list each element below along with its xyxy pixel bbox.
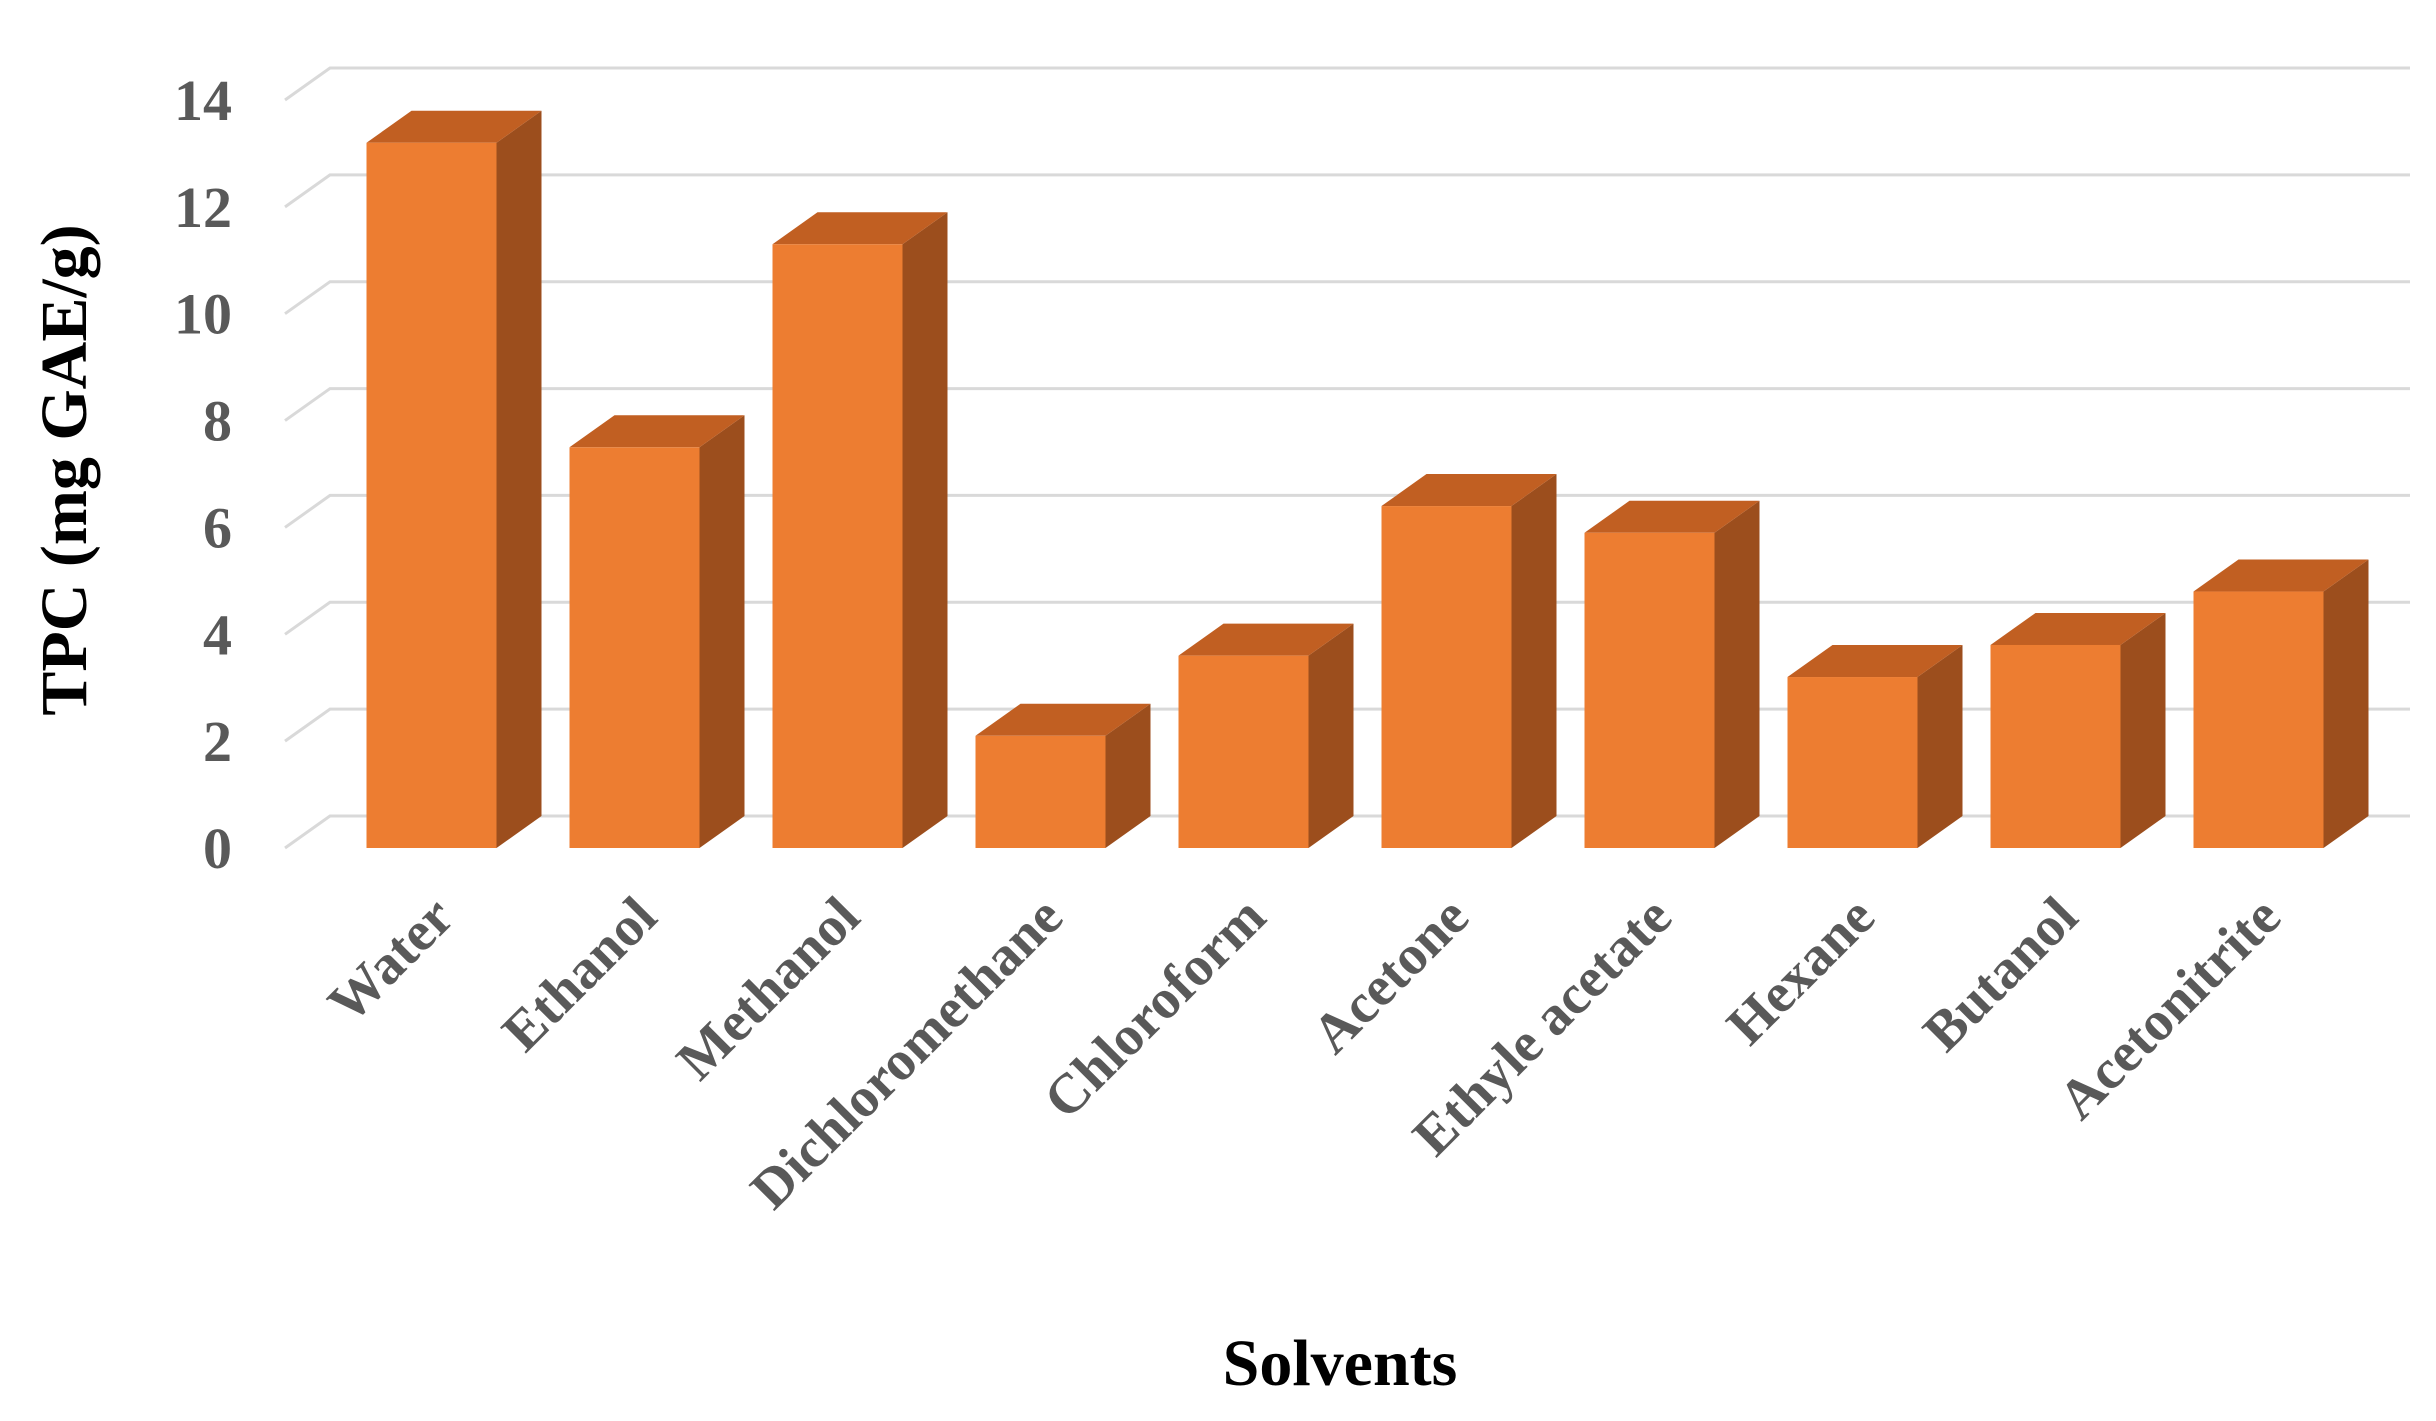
y-tick-label: 14 <box>174 68 232 133</box>
bar <box>772 212 948 848</box>
x-axis-title: Solvents <box>1223 1327 1458 1400</box>
bar <box>1584 500 1760 848</box>
bar-side <box>699 415 745 848</box>
bar-top <box>366 110 542 143</box>
bar <box>2193 559 2369 848</box>
bar-front <box>772 244 903 848</box>
y-tick-label: 0 <box>203 816 232 881</box>
bar <box>366 110 542 848</box>
bar-side <box>1714 500 1760 848</box>
bar-top <box>2193 559 2369 592</box>
bar-top <box>1178 623 1354 656</box>
x-tick-label: Methanol <box>665 885 872 1092</box>
gridline <box>284 493 2410 529</box>
bar-side <box>902 212 948 848</box>
bar-side <box>1511 474 1557 848</box>
y-tick-label: 12 <box>174 175 232 240</box>
x-axis-tick-labels: Water EthanolMethanolDichloromethaneChlor… <box>316 885 2292 1221</box>
y-tick-label: 2 <box>203 709 232 774</box>
bar <box>1178 623 1354 848</box>
y-tick-label: 4 <box>203 602 232 667</box>
bar-side <box>496 110 542 848</box>
x-tick-label: Acetonitrite <box>2047 885 2293 1131</box>
bar-side <box>1917 645 1963 848</box>
x-tick-label: Butanol <box>1912 885 2090 1063</box>
bar-top <box>1787 645 1963 678</box>
gridline <box>284 66 2410 102</box>
bar-front <box>1381 506 1512 848</box>
y-tick-label: 8 <box>203 389 232 454</box>
bar-side <box>1308 623 1354 848</box>
bar-side <box>2120 612 2166 848</box>
bar-front <box>1584 532 1715 848</box>
bar <box>569 415 745 848</box>
y-tick-label: 10 <box>174 282 232 347</box>
bar-top <box>772 212 948 245</box>
bars <box>366 110 2369 848</box>
x-tick-label: Hexane <box>1715 885 1886 1056</box>
bar-side <box>2323 559 2369 848</box>
bar-front <box>1178 655 1309 848</box>
bar-front <box>1990 644 2121 848</box>
bar-side <box>1105 703 1151 848</box>
x-tick-label: Water <box>316 885 465 1034</box>
bar-front <box>1787 677 1918 848</box>
bar-top <box>1990 612 2166 645</box>
x-tick-label: Acetone <box>1301 885 1481 1065</box>
bar-top <box>975 703 1151 736</box>
bar <box>1381 474 1557 848</box>
gridline <box>284 280 2410 315</box>
bar <box>1990 612 2166 848</box>
x-tick-label: Ethanol <box>491 885 669 1063</box>
x-tick-label: Chloroform <box>1032 885 1277 1130</box>
bar <box>975 703 1151 848</box>
bar-front <box>366 142 497 848</box>
y-tick-label: 6 <box>203 495 232 560</box>
bar-front <box>975 735 1106 848</box>
gridlines <box>284 66 2410 850</box>
gridline <box>284 387 2410 422</box>
gridline <box>284 173 2410 209</box>
y-axis-ticks: 0 2 4 6 8 10 12 14 <box>174 68 232 881</box>
bar-top <box>1584 500 1760 533</box>
bar-top <box>569 415 745 448</box>
y-axis-title: TPC (mg GAE/g) <box>28 224 101 715</box>
bar-front <box>2193 591 2324 848</box>
bar <box>1787 645 1963 848</box>
bar-top <box>1381 474 1557 507</box>
bar-front <box>569 447 700 848</box>
